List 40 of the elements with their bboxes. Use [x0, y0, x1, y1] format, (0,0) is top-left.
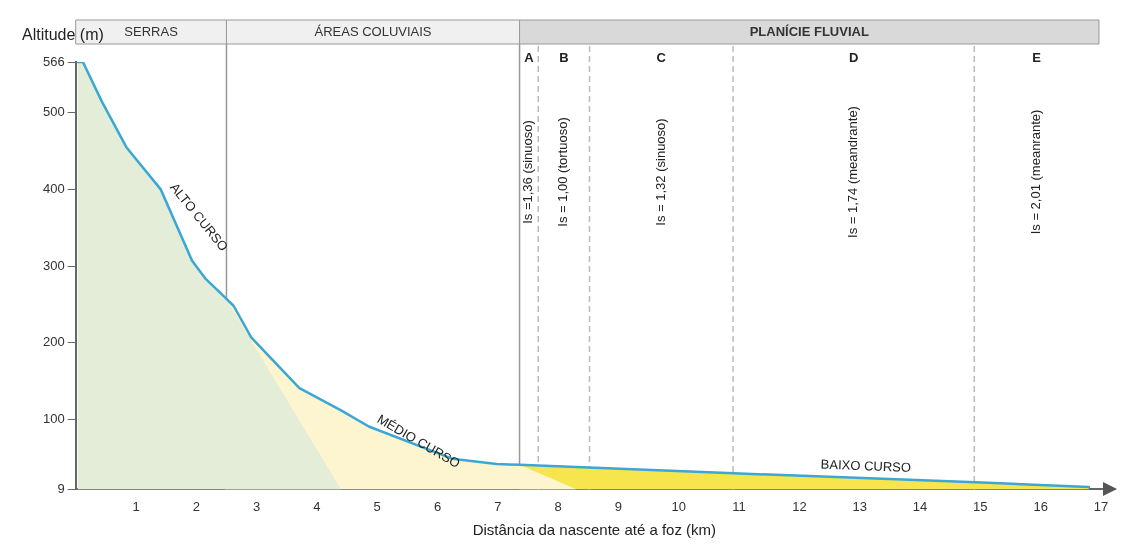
y-tick-label: 100 — [42, 411, 65, 427]
x-tick-label: 16 — [1033, 498, 1048, 514]
annotation: BAIXO CURSO — [820, 456, 912, 475]
annotation: Is = 1,74 (meandrante) — [845, 106, 861, 238]
x-tick-label: 17 — [1093, 498, 1109, 514]
annotation: D — [848, 49, 859, 65]
annotation: Is = 2,01 (meanrante) — [1028, 109, 1044, 235]
y-tick-label: 200 — [42, 334, 65, 350]
x-tick-label: 5 — [373, 498, 381, 514]
x-tick-label: 10 — [671, 498, 687, 514]
y-tick-label: 500 — [42, 104, 65, 120]
x-tick-label: 2 — [192, 498, 200, 514]
text: SERRAS — [124, 23, 179, 39]
x-tick-label: 11 — [732, 498, 746, 514]
x-tick-label: 6 — [433, 498, 442, 514]
annotation: B — [559, 49, 569, 65]
x-tick-label: 3 — [253, 498, 261, 514]
annotation: E — [1032, 49, 1042, 65]
x-tick-label: 15 — [973, 498, 988, 514]
y-tick-label: 400 — [42, 180, 65, 196]
text: ÁREAS COLUVIAIS — [314, 23, 432, 39]
annotation: C — [656, 49, 667, 65]
x-tick-label: 12 — [792, 498, 807, 514]
y-axis-title: Altitude (m) — [22, 26, 104, 44]
y-tick-label: 300 — [42, 257, 65, 273]
annotation: Is = 1,32 (sinuoso) — [652, 118, 668, 226]
x-tick-label: 1 — [132, 498, 140, 514]
y-tick-label: 9 — [57, 480, 65, 496]
x-axis-title: Distância da nascente até a foz (km) — [472, 521, 717, 539]
y-tick-label: 566 — [42, 53, 65, 69]
x-tick-label: 9 — [614, 498, 623, 514]
annotation: A — [524, 49, 535, 65]
x-tick-label: 8 — [554, 498, 562, 514]
annotation: Is = 1,00 (tortuoso) — [555, 117, 571, 227]
annotation: Is =1,36 (sinuoso) — [520, 120, 536, 224]
x-tick-label: 13 — [852, 498, 867, 514]
text: PLANÍCIE FLUVIAL — [749, 23, 869, 39]
x-tick-label: 14 — [912, 498, 928, 514]
x-tick-label: 4 — [313, 498, 321, 514]
x-tick-label: 7 — [494, 498, 502, 514]
